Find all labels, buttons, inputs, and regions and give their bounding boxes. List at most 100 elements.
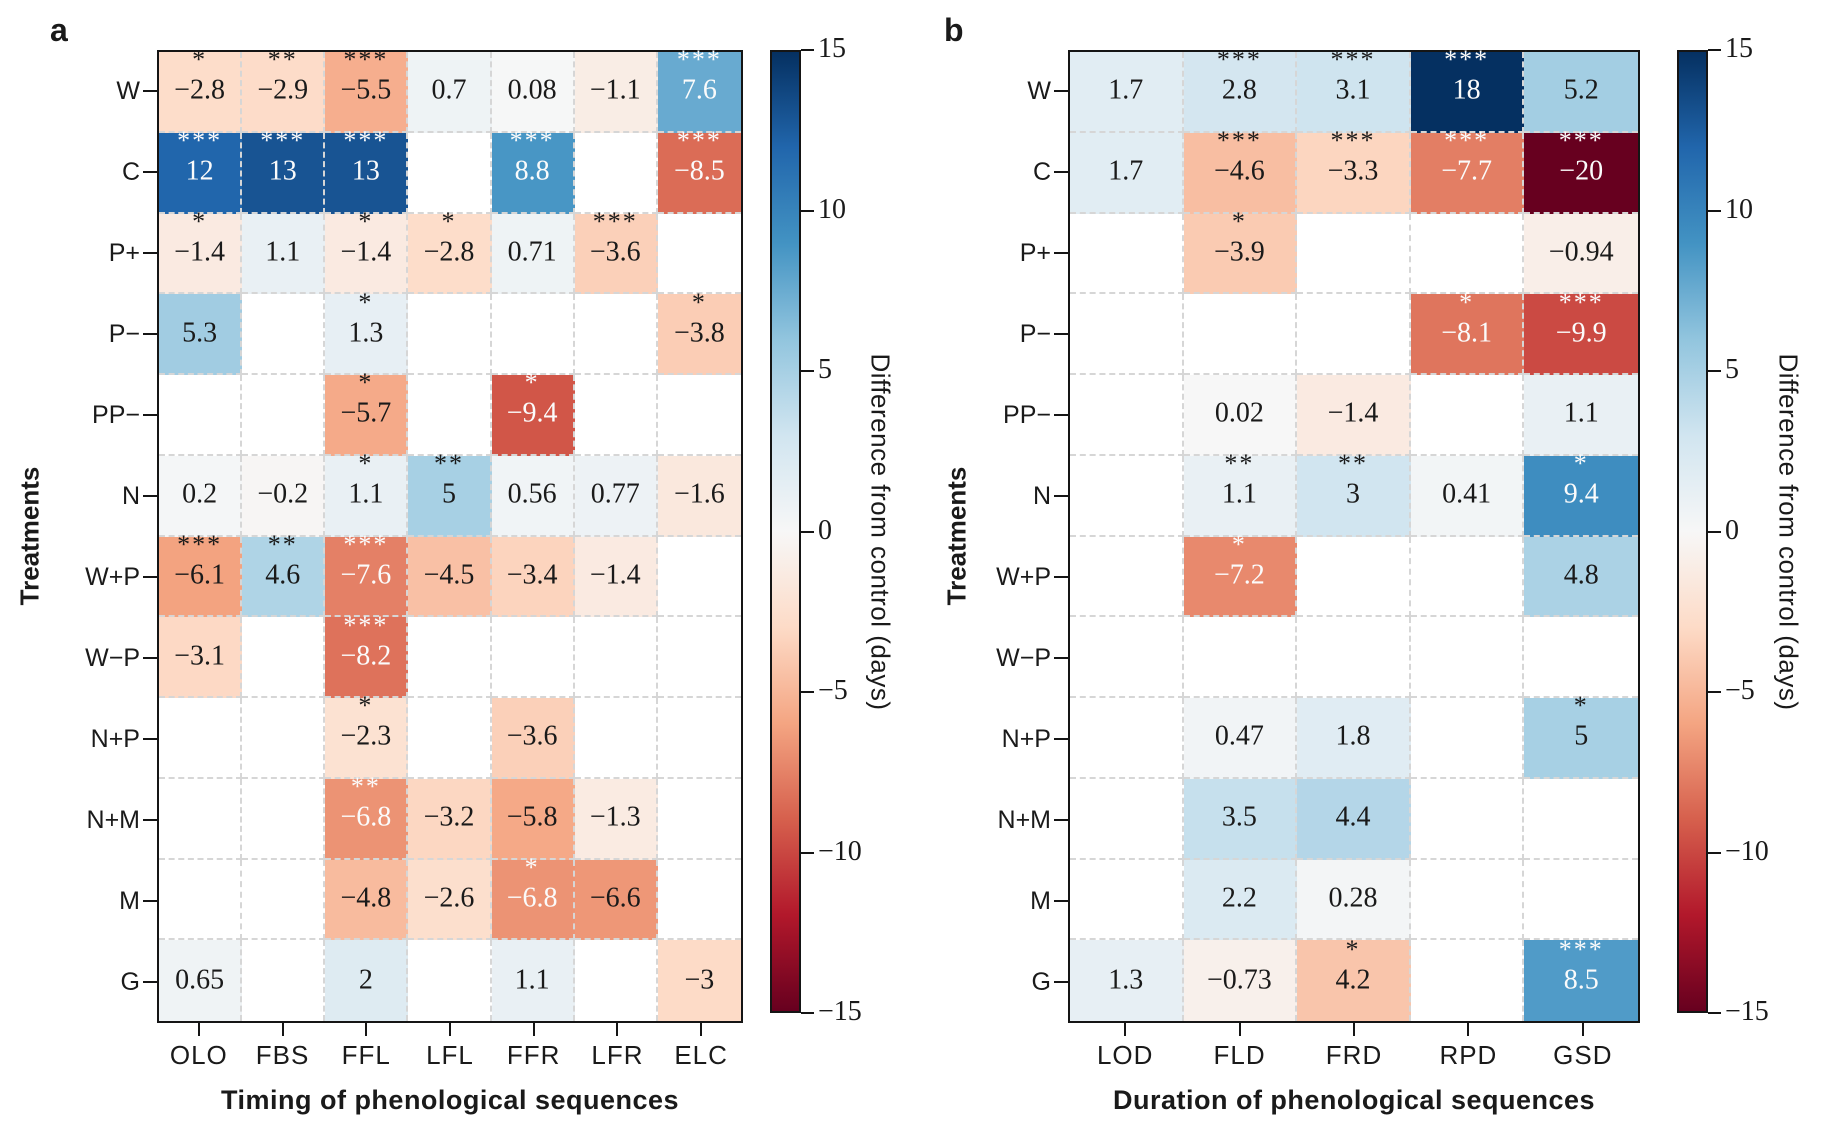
cell-value: −8.2 [340,639,392,671]
cell-value: −5.7 [340,397,392,429]
heatmap-cell: 1.1 [491,940,575,1021]
significance-stars: ** [267,45,298,75]
col-label: FFL [341,1040,391,1070]
heatmap-cell [242,859,326,941]
x-tick [1467,1023,1470,1036]
significance-stars: *** [592,206,638,236]
x-tick [1353,1023,1355,1036]
heatmap-cell [1183,617,1298,698]
y-tick [1054,332,1068,335]
y-tick [143,332,157,335]
row-label: G [1031,968,1051,997]
significance-stars: * [1573,449,1589,479]
colorbar-title-b: Difference from control (days) [1773,353,1804,710]
heatmap-grid-a: * −2.8 ** −2.9 *** −5.5 0.7 0.08 −1.1 *** 7.6 *** 12… [157,45,743,1023]
colorbar-b [1677,50,1708,1013]
x-axis-title-b: Duration of phenological sequences [1112,1085,1596,1115]
cell-value: 2 [358,963,373,995]
significance-stars: *** [1216,45,1262,75]
cell-value: 0.7 [431,74,467,106]
significance-stars: ** [433,449,464,479]
heatmap-cell: * −2.8 [408,208,492,295]
cell-value: 5 [1574,720,1589,752]
colorbar-tick-label: 5 [818,354,832,385]
significance-stars: *** [1558,287,1604,317]
heatmap-cell: −6.6 [574,859,658,941]
cell-value: −6.8 [340,801,392,833]
heatmap-cell: −3 [657,940,741,1021]
heatmap-cell: −4.8 [325,859,409,941]
col-label: FBS [255,1040,310,1070]
cell-value: 0.65 [175,963,225,995]
heatmap-cell: * −1.4 [159,208,243,295]
colorbar-tick-label: 5 [1725,354,1739,385]
y-tick [1054,413,1068,416]
heatmap-cell: −1.3 [574,778,658,860]
significance-stars: *** [676,126,722,156]
significance-stars: *** [1330,45,1376,75]
colorbar-tick-label: −10 [818,835,862,867]
cell-value: −6.8 [506,882,558,914]
cell-value: 0.08 [507,74,557,106]
row-label: P− [1019,319,1051,348]
cell-value: 4.4 [1335,801,1371,833]
cell-value: −0.73 [1206,963,1272,995]
significance-stars: * [524,368,540,398]
colorbar-title-a: Difference from control (days) [865,353,896,710]
col-label: LFL [426,1040,474,1070]
x-tick [616,1023,619,1036]
cell-value: −2.3 [340,720,392,752]
y-tick [143,251,157,254]
significance-stars: *** [676,45,722,75]
cell-value: −0.2 [257,478,309,510]
significance-stars: ** [1224,449,1255,479]
cell-value: −3.8 [674,316,725,348]
heatmap-cell: *** −9.9 [1524,289,1638,375]
cell-value: 2.2 [1221,882,1257,914]
cell-value: 0.71 [507,236,557,268]
significance-stars: *** [1558,126,1604,156]
heatmap-cell: −4.5 [408,536,492,618]
cell-value: −1.4 [340,236,392,268]
y-tick [143,657,157,660]
cell-value: −2.8 [423,236,475,268]
heatmap-cell [408,940,492,1021]
heatmap-cell [574,698,658,779]
heatmap-cell [1070,698,1184,779]
heatmap-cell: *** −7.6 [325,531,409,618]
y-tick [1054,494,1068,497]
cell-value: 3.1 [1335,74,1371,106]
cell-value: 9.4 [1563,478,1599,510]
cell-value: 18 [1452,74,1481,106]
colorbar-tick-label: −15 [1725,996,1769,1027]
cell-value: 0.2 [182,478,218,510]
heatmap-cell [1410,698,1525,779]
x-tick [197,1023,200,1036]
cell-value: −3 [684,963,715,995]
significance-stars: * [358,287,374,317]
x-tick [1238,1023,1241,1036]
row-label: C [1032,157,1051,186]
heatmap-cell [1410,375,1525,456]
colorbar-tick-label: −10 [1725,835,1769,867]
heatmap-cell: 0.7 [408,52,492,133]
row-label: PP− [92,400,140,429]
colorbar-tick-label: 15 [818,33,846,64]
row-label: N+P [1001,725,1051,754]
colorbar-tick-label: 10 [818,193,846,225]
heatmap-cell: 4.4 [1297,778,1411,860]
row-label: N+M [997,806,1051,835]
cell-value: −9.9 [1555,316,1607,348]
colorbar-tick-label: −5 [1725,675,1755,706]
colorbar-tick-label: 0 [1725,514,1739,546]
heatmap-cell: 0.71 [491,213,575,295]
significance-stars: * [524,852,540,882]
heatmap-cell: 5.2 [1524,52,1638,133]
heatmap-cell: 0.28 [1297,859,1411,941]
heatmap-cell [408,375,492,456]
row-label: W+P [996,563,1051,592]
heatmap-cell: * −9.4 [491,370,575,456]
cell-value: −7.6 [340,559,392,591]
cell-value: −7.2 [1213,559,1265,591]
